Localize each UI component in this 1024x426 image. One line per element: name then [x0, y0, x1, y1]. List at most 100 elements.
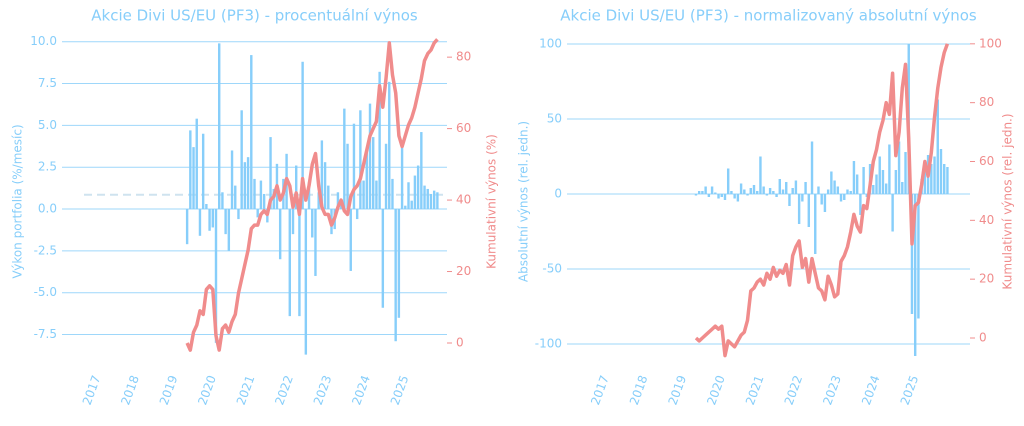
bar: [195, 118, 198, 210]
y-tick-label: 2.5: [38, 160, 57, 174]
bar: [400, 142, 404, 210]
bar: [288, 209, 291, 317]
bar: [368, 103, 372, 210]
bar: [855, 174, 859, 194]
bar: [917, 194, 920, 319]
bar: [185, 209, 189, 245]
bar: [826, 189, 830, 194]
bar: [807, 194, 811, 227]
bar: [778, 179, 781, 194]
bar: [253, 178, 256, 210]
y2-tick-label: 20: [456, 264, 471, 278]
bar: [942, 164, 946, 194]
x-tick-label: 2017: [588, 373, 612, 406]
bar: [865, 194, 869, 197]
bar: [791, 188, 794, 194]
bar: [836, 186, 840, 194]
bar: [205, 204, 208, 210]
bar: [208, 209, 211, 231]
bar: [359, 110, 362, 210]
bar: [897, 141, 901, 194]
bar: [221, 192, 224, 210]
bar: [697, 191, 701, 194]
x-tick-label: 2023: [820, 373, 844, 406]
bar: [923, 167, 927, 194]
bar: [365, 148, 368, 210]
bar: [810, 141, 814, 194]
bar: [881, 170, 885, 194]
x-tick-label: 2018: [627, 373, 651, 406]
bar: [714, 192, 717, 194]
x-tick-label: 2022: [272, 373, 296, 406]
bar: [875, 174, 878, 194]
x-tick-label: 2021: [743, 373, 767, 406]
bar: [413, 175, 417, 210]
bar: [218, 43, 221, 210]
bar: [743, 189, 746, 194]
x-tick-label: 2024: [349, 373, 373, 406]
bar: [804, 182, 807, 194]
bar: [240, 110, 243, 210]
x-tick-label: 2024: [859, 373, 883, 406]
bar: [378, 71, 381, 210]
bar: [884, 183, 888, 194]
y2-tick-label: 20: [979, 272, 994, 286]
bar: [214, 209, 218, 343]
bar: [846, 189, 849, 194]
x-tick-label: 2019: [157, 373, 181, 406]
bar: [765, 194, 769, 196]
bar: [888, 144, 891, 194]
bar: [423, 185, 426, 210]
bar: [323, 162, 327, 210]
bar: [404, 205, 407, 210]
bar: [397, 209, 401, 318]
bar: [913, 194, 917, 356]
cumulative-line: [185, 38, 439, 352]
bar: [269, 137, 272, 210]
bar: [859, 194, 862, 215]
x-tick-label: 2025: [388, 373, 412, 406]
bar: [243, 162, 247, 210]
bar: [391, 178, 394, 210]
bar: [262, 193, 266, 210]
y-tick-label: 50: [547, 112, 562, 126]
bar: [317, 192, 320, 210]
bar: [301, 61, 304, 210]
bar: [224, 209, 227, 235]
bar: [307, 182, 311, 210]
bar: [762, 186, 765, 194]
bar: [234, 185, 237, 210]
y2-tick-label: 0: [979, 330, 987, 344]
y-tick-label: 0.0: [38, 202, 57, 216]
y2-tick-label: 100: [979, 36, 1002, 50]
y-tick-label: 7.5: [38, 76, 57, 90]
bar: [320, 140, 324, 210]
bar: [849, 191, 852, 194]
bar: [198, 209, 202, 236]
x-tick-label: 2018: [118, 373, 142, 406]
y2-axis-label: Kumulativní výnos (%): [485, 134, 499, 269]
bar: [250, 55, 253, 210]
bar: [833, 180, 836, 194]
bar: [894, 170, 898, 194]
bar: [933, 156, 936, 194]
subplot: Akcie Divi US/EU (PF3) - procentuální vý…: [11, 7, 499, 407]
y-tick-label: 5.0: [38, 118, 57, 132]
bar: [429, 193, 433, 210]
chart-title: Akcie Divi US/EU (PF3) - normalizovaný a…: [560, 7, 977, 25]
bar: [298, 209, 301, 317]
bar: [211, 209, 214, 228]
bar: [407, 182, 410, 210]
bar: [930, 164, 933, 194]
bar: [410, 200, 413, 210]
bar: [733, 194, 736, 199]
subplot: Akcie Divi US/EU (PF3) - normalizovaný a…: [517, 7, 1015, 407]
bar: [343, 108, 346, 210]
bar: [372, 137, 375, 210]
bar: [797, 194, 801, 224]
chart-title: Akcie Divi US/EU (PF3) - procentuální vý…: [91, 7, 418, 25]
bar: [768, 188, 772, 194]
bar: [946, 167, 949, 194]
bar: [278, 209, 282, 260]
bar: [230, 150, 234, 210]
